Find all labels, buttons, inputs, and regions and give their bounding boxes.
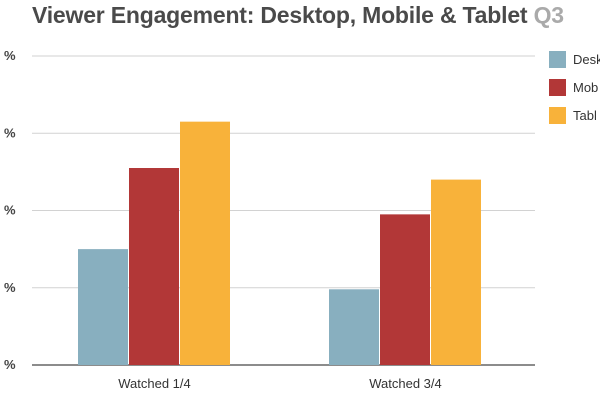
- y-tick-label: %: [4, 280, 16, 295]
- y-tick-label: %: [4, 357, 16, 372]
- category-label: Watched 1/4: [118, 376, 191, 391]
- legend-swatch: [549, 107, 566, 124]
- chart-title: Viewer Engagement: Desktop, Mobile & Tab…: [32, 2, 564, 29]
- bar-mob-1: [129, 168, 179, 365]
- legend-label: Mob: [573, 80, 598, 95]
- bar-desk-2: [329, 289, 379, 365]
- y-tick-labels: %%%%%: [4, 48, 16, 372]
- legend: Desk Mob Tabl: [549, 51, 600, 124]
- bar-tabl-1: [180, 121, 230, 365]
- legend-swatch: [549, 51, 566, 68]
- y-tick-label: %: [4, 48, 16, 63]
- bar-tabl-2: [431, 179, 481, 365]
- legend-label: Tabl: [573, 108, 597, 123]
- bars: [78, 121, 481, 365]
- chart-title-suffix: Q3: [533, 2, 564, 28]
- chart-title-text: Viewer Engagement: Desktop, Mobile & Tab…: [32, 2, 528, 28]
- legend-label: Desk: [573, 52, 600, 67]
- legend-swatch: [549, 79, 566, 96]
- category-label: Watched 3/4: [369, 376, 442, 391]
- y-tick-label: %: [4, 203, 16, 218]
- bar-mob-2: [380, 214, 430, 365]
- y-tick-label: %: [4, 125, 16, 140]
- category-labels: Watched 1/4 Watched 3/4: [118, 376, 442, 391]
- bar-desk-1: [78, 249, 128, 365]
